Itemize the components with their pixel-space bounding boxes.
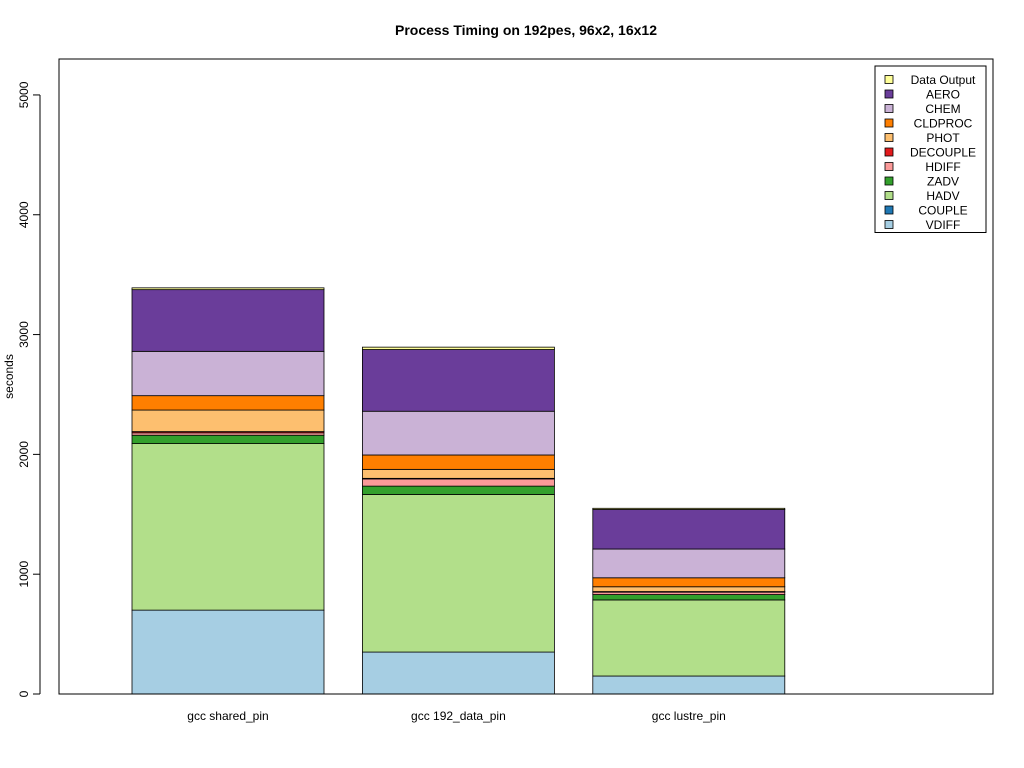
- legend-swatch: [884, 75, 894, 84]
- bar-segment-vdiff: [361, 651, 555, 695]
- x-tick-label: gcc 192_data_pin: [411, 709, 506, 723]
- legend-swatch: [884, 191, 894, 200]
- legend-item-hadv: HADV: [884, 189, 960, 203]
- bars-layer: [131, 287, 786, 695]
- x-tick-label: gcc shared_pin: [187, 709, 268, 723]
- legend-item-chem: CHEM: [884, 102, 961, 116]
- y-tick-label: 3000: [17, 321, 31, 348]
- bar-segment-phot: [361, 468, 555, 479]
- legend-swatch: [884, 162, 894, 171]
- legend-label: CHEM: [925, 102, 960, 116]
- legend-item-decouple: DECOUPLE: [884, 146, 976, 160]
- bar-segment-hadv: [361, 494, 555, 653]
- legend-swatch: [884, 205, 894, 215]
- bar-segment-chem: [592, 548, 786, 579]
- bar-segment-data-output: [592, 507, 786, 510]
- y-tick-label: 5000: [17, 81, 31, 108]
- legend-swatch: [884, 104, 894, 113]
- bar-segment-phot: [131, 409, 325, 433]
- bar-segment-zadv: [361, 485, 555, 495]
- legend-item-couple: COUPLE: [884, 204, 968, 218]
- legend-item-hdiff: HDIFF: [884, 160, 961, 174]
- bar-segment-cldproc: [131, 395, 325, 411]
- bar-segment-aero: [131, 289, 325, 352]
- legend-item-cldproc: CLDPROC: [884, 117, 973, 131]
- bar-stack-gcc-shared-pin: [131, 287, 325, 695]
- y-tick-label: 2000: [17, 441, 31, 468]
- legend-swatch: [884, 118, 894, 128]
- y-axis-title: seconds: [2, 354, 16, 399]
- legend: Data OutputAEROCHEMCLDPROCPHOTDECOUPLEHD…: [874, 65, 987, 233]
- legend-label: CLDPROC: [914, 117, 973, 131]
- legend-item-phot: PHOT: [884, 131, 960, 145]
- y-tick-label: 0: [17, 690, 31, 697]
- legend-box: [874, 65, 987, 233]
- legend-label: AERO: [926, 88, 960, 102]
- y-axis: 0 1000 2000 3000 4000 5000: [17, 81, 41, 697]
- bar-segment-phot: [592, 586, 786, 592]
- bar-segment-cldproc: [361, 454, 555, 470]
- legend-item-zadv: ZADV: [884, 175, 959, 189]
- bar-segment-chem: [361, 410, 555, 456]
- bar-segment-hadv: [592, 599, 786, 677]
- bar-segment-aero: [361, 349, 555, 412]
- y-tick-label: 1000: [17, 561, 31, 588]
- chart-title: Process Timing on 192pes, 96x2, 16x12: [395, 22, 657, 38]
- legend-label: ZADV: [927, 175, 959, 189]
- bar-segment-data-output: [361, 346, 555, 350]
- legend-swatch: [884, 147, 894, 157]
- bar-segment-aero: [592, 509, 786, 550]
- bar-stack-gcc-lustre-pin: [592, 507, 786, 695]
- bar-segment-cldproc: [592, 577, 786, 588]
- legend-label: PHOT: [926, 131, 960, 145]
- legend-label: HADV: [926, 189, 959, 203]
- legend-swatch: [884, 176, 894, 186]
- legend-swatch: [884, 220, 894, 229]
- legend-label: Data Output: [911, 73, 976, 87]
- legend-item-aero: AERO: [884, 88, 960, 102]
- y-tick-label: 4000: [17, 201, 31, 228]
- bar-segment-chem: [131, 350, 325, 397]
- legend-swatch: [884, 133, 894, 142]
- bar-segment-vdiff: [592, 675, 786, 695]
- legend-label: VDIFF: [926, 218, 961, 232]
- bar-segment-zadv: [131, 434, 325, 444]
- plot-frame: [58, 58, 994, 695]
- bar-segment-zadv: [592, 594, 786, 601]
- legend-item-vdiff: VDIFF: [884, 218, 961, 232]
- legend-swatch: [884, 89, 894, 99]
- legend-label: COUPLE: [918, 204, 967, 218]
- bar-segment-hdiff: [361, 478, 555, 487]
- bar-stack-gcc-192-data-pin: [361, 346, 555, 695]
- legend-item-data-output: Data Output: [884, 73, 976, 87]
- legend-label: HDIFF: [925, 160, 960, 174]
- legend-label: DECOUPLE: [910, 146, 976, 160]
- bar-segment-vdiff: [131, 609, 325, 695]
- bar-segment-data-output: [131, 287, 325, 291]
- bar-segment-hadv: [131, 443, 325, 611]
- x-axis-labels: gcc shared_pin gcc 192_data_pin gcc lustre…: [187, 709, 726, 723]
- x-tick-label: gcc lustre_pin: [652, 709, 726, 723]
